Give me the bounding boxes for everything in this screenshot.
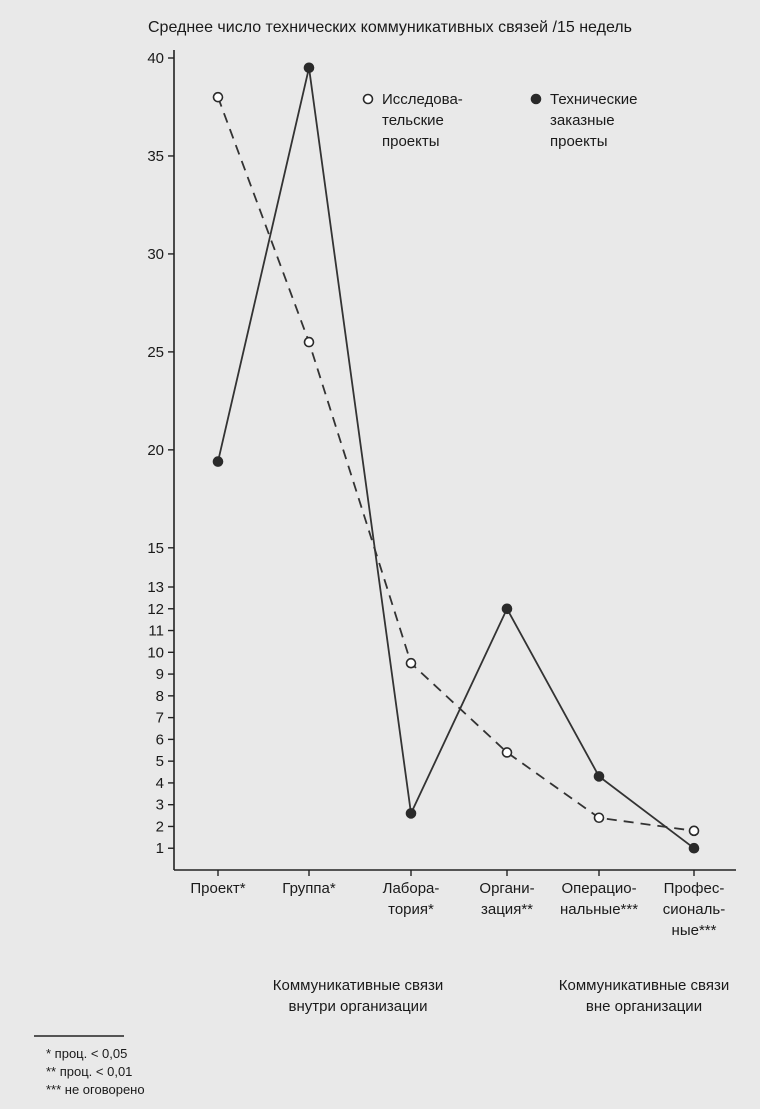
y-tick-label: 11: [148, 623, 164, 640]
category-label: зация**: [481, 901, 533, 918]
y-tick-label: 3: [156, 797, 164, 814]
category-label: Группа*: [282, 880, 336, 897]
y-tick-label: 7: [156, 710, 164, 727]
legend-label: Исследова-: [382, 91, 463, 108]
series-1-point: [688, 825, 700, 837]
legend-label: Технические: [550, 91, 637, 108]
group-label: Коммуникативные связи: [559, 977, 729, 994]
group-label: внутри организации: [289, 998, 428, 1015]
series-1-point: [501, 747, 513, 758]
series-line-2: [217, 67, 695, 849]
y-tick-label: 5: [156, 753, 164, 770]
category-label: Операцио-: [561, 880, 636, 897]
series-2-point: [405, 808, 417, 819]
y-tick-label: 9: [156, 666, 164, 683]
legend-marker: [530, 93, 542, 105]
category-label: сиональ-: [663, 901, 725, 918]
series-2-point: [212, 456, 224, 467]
series-1-point: [593, 812, 605, 824]
series-1-point: [405, 657, 417, 669]
y-tick-label: 6: [156, 731, 164, 748]
category-label: тория*: [388, 901, 434, 918]
series-2-point: [688, 842, 700, 854]
y-tick-label: 30: [147, 246, 164, 263]
category-label: Органи-: [479, 880, 534, 897]
footnote: *** не оговорено: [46, 1082, 145, 1097]
category-label: Профес-: [664, 880, 725, 897]
group-label: вне организации: [586, 998, 702, 1015]
legend-label: тельские: [382, 112, 444, 129]
y-tick-label: 40: [147, 50, 164, 67]
legend-label: проекты: [550, 133, 608, 150]
series-2-point: [501, 603, 513, 615]
series-1-point: [303, 336, 315, 348]
y-tick-label: 35: [147, 148, 164, 165]
series-line-1: [217, 96, 695, 832]
y-tick-label: 25: [147, 344, 164, 361]
y-tick-label: 8: [156, 688, 164, 705]
series-2-point: [593, 771, 605, 782]
y-tick-label: 2: [156, 818, 164, 835]
series-2-point: [303, 62, 315, 74]
y-tick-label: 10: [147, 644, 164, 661]
y-tick-label: 15: [147, 540, 164, 557]
legend-label: проекты: [382, 133, 440, 150]
legend-label: заказные: [550, 112, 615, 129]
footnote: * проц. < 0,05: [46, 1046, 127, 1061]
chart-title: Среднее число технических коммуникативны…: [148, 19, 632, 36]
y-tick-label: 12: [147, 601, 164, 618]
category-label: Лабора-: [383, 880, 440, 897]
legend-marker: [362, 93, 374, 105]
category-label: ные***: [672, 922, 717, 939]
footnote: ** проц. < 0,01: [46, 1064, 132, 1079]
category-label: Проект*: [190, 880, 245, 897]
series-1-point: [212, 91, 224, 103]
y-tick-label: 4: [156, 775, 164, 792]
y-tick-label: 20: [147, 442, 164, 459]
category-label: нальные***: [560, 901, 638, 918]
y-tick-label: 1: [156, 840, 164, 857]
y-tick-label: 13: [147, 579, 164, 596]
group-label: Коммуникативные связи: [273, 977, 443, 994]
